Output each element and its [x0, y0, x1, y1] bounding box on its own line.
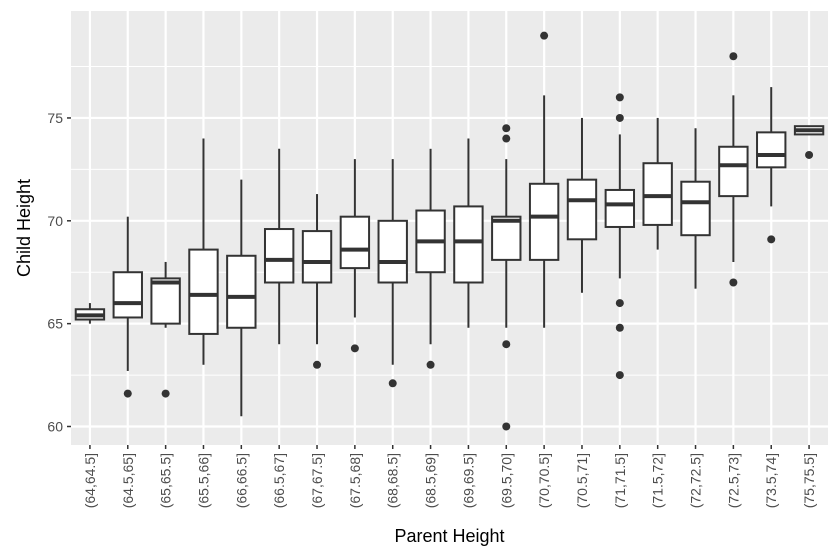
- y-tick-label: 70: [47, 213, 63, 229]
- outlier-point: [615, 93, 624, 102]
- box-group: [604, 93, 636, 380]
- x-tick-label: (72,72.5]: [688, 453, 704, 508]
- x-tick-label: (75,75.5]: [801, 453, 817, 508]
- x-tick-label: (69.5,70]: [498, 453, 514, 508]
- plot-panel: [71, 11, 828, 445]
- outlier-point: [615, 323, 624, 332]
- x-tick-label: (73.5,74]: [763, 453, 779, 508]
- box: [188, 248, 219, 335]
- box-group: [680, 128, 711, 289]
- outlier-point: [615, 371, 624, 380]
- outlier-point: [615, 299, 624, 308]
- x-tick-label: (65,65.5]: [158, 453, 174, 508]
- box: [680, 180, 711, 237]
- x-tick-label: (70.5,71]: [574, 453, 590, 508]
- outlier-point: [388, 379, 397, 388]
- x-tick-label: (69,69.5]: [460, 453, 476, 508]
- box-group: [301, 194, 333, 369]
- box-group: [74, 303, 106, 324]
- box-group: [453, 138, 484, 328]
- y-axis-title: Child Height: [14, 179, 34, 277]
- x-tick-label: (64,64.5]: [82, 453, 98, 508]
- outlier-point: [350, 344, 359, 353]
- box: [453, 205, 484, 284]
- box-group: [793, 125, 825, 159]
- x-tick-label: (65.5,66]: [195, 453, 211, 508]
- box-group: [150, 261, 181, 398]
- box: [112, 271, 143, 319]
- x-tick-label: (66.5,67]: [271, 453, 287, 508]
- outlier-point: [502, 422, 511, 431]
- x-tick-label: (70,70.5]: [536, 453, 552, 508]
- outlier-point: [502, 124, 511, 133]
- y-tick-label: 65: [47, 316, 63, 332]
- box-group: [263, 148, 295, 345]
- box: [528, 182, 560, 261]
- box-group: [528, 31, 560, 328]
- box: [718, 145, 749, 198]
- box: [150, 277, 181, 325]
- box-group: [377, 159, 408, 388]
- x-tick-label: (71.5,72]: [650, 453, 666, 508]
- box: [756, 131, 787, 169]
- x-tick-label: (71,71.5]: [612, 453, 628, 508]
- box-group: [112, 216, 143, 398]
- x-tick-label: (68.5,69]: [423, 453, 439, 508]
- box-group: [756, 87, 787, 244]
- box: [301, 230, 333, 284]
- outlier-point: [729, 278, 738, 287]
- box: [226, 254, 257, 329]
- axes: 60 65 70 75 (64,64.5] (64.5,65] (65,65.5] (65.5…: [47, 110, 817, 508]
- box-group: [718, 52, 749, 287]
- box-group: [415, 148, 446, 369]
- box-group: [566, 117, 598, 293]
- outlier-point: [729, 52, 738, 61]
- box-group: [642, 117, 673, 250]
- box: [491, 215, 522, 261]
- outlier-point: [426, 360, 435, 369]
- outlier-point: [502, 134, 511, 143]
- y-tick-label: 75: [47, 110, 63, 126]
- box: [566, 178, 598, 241]
- outlier-point: [767, 235, 776, 244]
- x-axis-title: Parent Height: [394, 526, 504, 546]
- y-tick-label: 60: [47, 418, 63, 434]
- box: [377, 219, 408, 284]
- x-tick-label: (67.5,68]: [347, 453, 363, 508]
- box-group: [188, 138, 219, 365]
- outlier-point: [615, 113, 624, 122]
- box-group: [339, 159, 371, 353]
- box-group: [491, 124, 522, 431]
- x-tick-label: (67,67.5]: [309, 453, 325, 508]
- outlier-point: [805, 150, 814, 159]
- outlier-point: [540, 31, 549, 40]
- x-tick-label: (68,68.5]: [385, 453, 401, 508]
- box: [263, 228, 295, 284]
- x-tick-label: (64.5,65]: [120, 453, 136, 508]
- box-group: [226, 179, 257, 417]
- outlier-point: [502, 340, 511, 349]
- outlier-point: [161, 389, 170, 398]
- boxes: [74, 31, 825, 431]
- x-tick-label: (66,66.5]: [233, 453, 249, 508]
- x-tick-label: (72.5,73]: [725, 453, 741, 508]
- box: [642, 162, 673, 226]
- box: [339, 215, 371, 270]
- outlier-point: [313, 360, 322, 369]
- outlier-point: [123, 389, 132, 398]
- box: [604, 188, 636, 228]
